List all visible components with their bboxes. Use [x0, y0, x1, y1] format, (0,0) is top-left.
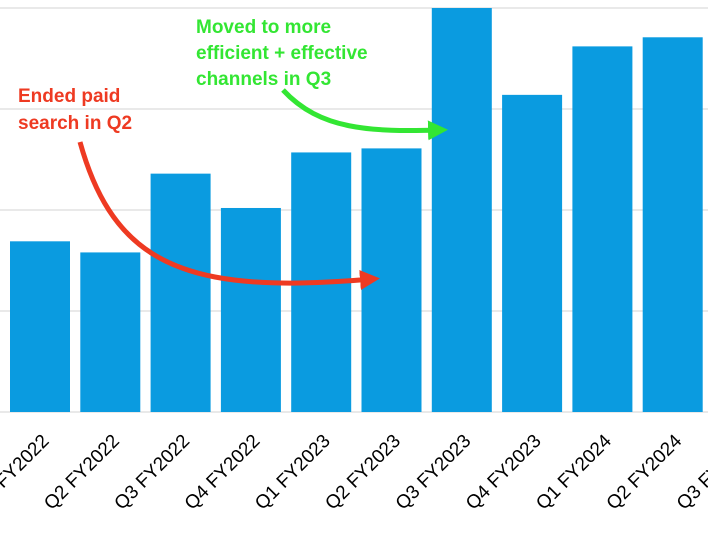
bars	[10, 8, 703, 413]
bar	[10, 241, 70, 412]
bar	[150, 173, 211, 412]
annotation: Moved to more	[196, 17, 331, 38]
bar	[502, 94, 563, 413]
annotation: channels in Q3	[196, 69, 331, 90]
bar	[572, 46, 633, 412]
x-tick-label: Q4 FY2022	[181, 431, 265, 515]
bar	[220, 207, 281, 412]
x-tick-label: Q1 FY2023	[251, 431, 335, 515]
bar	[642, 37, 703, 412]
green-arrow	[281, 88, 448, 141]
x-tick-label: Q4 FY2023	[462, 431, 546, 515]
x-tick-label: Q2 FY2023	[321, 431, 405, 515]
annotation: Ended paid	[18, 86, 120, 107]
red-arrow	[77, 141, 380, 290]
bar	[80, 252, 141, 412]
annotation: efficient + effective	[196, 43, 368, 64]
x-tick-label: Q3 FY2022	[111, 431, 195, 515]
x-tick-label: Q2 FY2022	[40, 431, 124, 515]
x-tick-label: Q3 FY2023	[392, 431, 476, 515]
bar	[431, 8, 492, 412]
annotation: search in Q2	[18, 113, 132, 134]
